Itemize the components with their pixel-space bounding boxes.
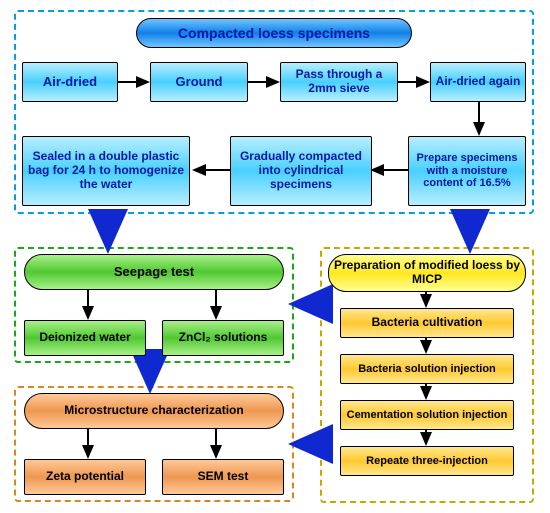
- node-micro: Microstructure characterization: [24, 393, 284, 429]
- node-cement-inj-label: Cementation solution injection: [347, 409, 508, 422]
- node-zeta: Zeta potential: [24, 459, 146, 495]
- node-sealed-label: Sealed in a double plastic bag for 24 h …: [27, 150, 185, 191]
- node-sem: SEM test: [162, 459, 284, 495]
- node-air-dried: Air-dried: [22, 62, 118, 102]
- node-compacted: Gradually compacted into cylindrical spe…: [230, 136, 372, 206]
- node-seepage-label: Seepage test: [114, 265, 194, 280]
- node-repeat-label: Repeate three-injection: [366, 455, 488, 468]
- node-air-dried-label: Air-dried: [43, 75, 97, 90]
- node-seepage: Seepage test: [24, 254, 284, 290]
- node-zncl2: ZnCl₂ solutions: [162, 320, 284, 356]
- node-bact-cult-label: Bacteria cultivation: [372, 316, 483, 330]
- node-repeat: Repeate three-injection: [340, 446, 514, 476]
- node-title-label: Compacted loess specimens: [178, 25, 370, 41]
- node-compacted-label: Gradually compacted into cylindrical spe…: [235, 150, 367, 191]
- node-prep-micp: Preparation of modified loess by MICP: [328, 254, 526, 292]
- node-title: Compacted loess specimens: [136, 18, 412, 48]
- node-sem-label: SEM test: [198, 470, 249, 484]
- node-micro-label: Microstructure characterization: [64, 404, 243, 418]
- node-air-dried-again-label: Air-dried again: [436, 75, 521, 89]
- node-sealed: Sealed in a double plastic bag for 24 h …: [22, 136, 190, 206]
- node-zncl2-label: ZnCl₂ solutions: [179, 331, 268, 345]
- node-sieve-label: Pass through a 2mm sieve: [285, 68, 393, 96]
- node-zeta-label: Zeta potential: [46, 470, 124, 484]
- node-bact-inj: Bacteria solution injection: [340, 354, 514, 384]
- node-cement-inj: Cementation solution injection: [340, 400, 514, 430]
- node-ground: Ground: [150, 62, 248, 102]
- diagram-canvas: Compacted loess specimens Air-dried Grou…: [0, 0, 550, 513]
- node-prep-micp-label: Preparation of modified loess by MICP: [333, 259, 521, 287]
- node-air-dried-again: Air-dried again: [430, 62, 526, 102]
- node-moisture: Prepare specimens with a moisture conten…: [408, 136, 526, 206]
- node-sieve: Pass through a 2mm sieve: [280, 62, 398, 102]
- node-bact-inj-label: Bacteria solution injection: [358, 363, 496, 376]
- node-ground-label: Ground: [176, 75, 223, 90]
- node-deionized: Deionized water: [24, 320, 146, 356]
- node-moisture-label: Prepare specimens with a moisture conten…: [413, 152, 521, 190]
- node-deionized-label: Deionized water: [39, 331, 130, 345]
- node-bact-cult: Bacteria cultivation: [340, 308, 514, 338]
